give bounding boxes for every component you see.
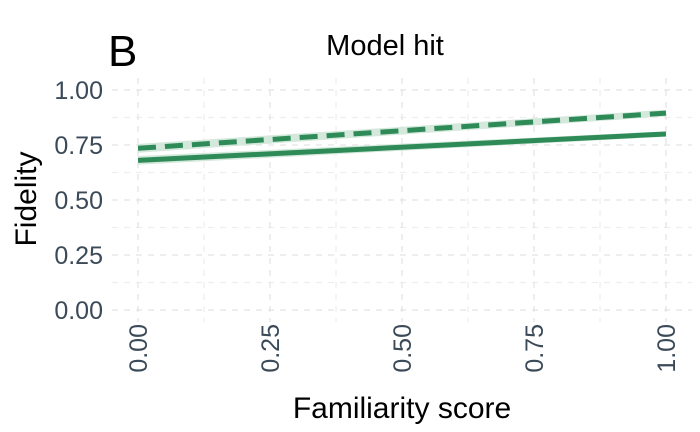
y-tick-label: 0.25: [54, 242, 103, 270]
y-axis-title: Fidelity: [10, 151, 43, 246]
y-tick-label: 0.75: [54, 132, 103, 160]
chart-title: Model hit: [326, 30, 444, 62]
x-tick-label: 0.25: [257, 324, 285, 373]
x-tick-labels: 0.00 0.25 0.50 0.75 1.00: [125, 324, 681, 373]
series-line-solid: [137, 131, 667, 163]
confidence-band-dashed: [138, 109, 666, 153]
y-tick-label: 1.00: [54, 77, 103, 105]
series-lines: [137, 110, 667, 163]
x-tick-label: 0.00: [125, 324, 153, 373]
x-tick-label: 1.00: [653, 324, 681, 373]
y-tick-labels: 0.00 0.25 0.50 0.75 1.00: [54, 77, 103, 325]
x-tick-label: 0.75: [521, 324, 549, 373]
panel-letter: B: [108, 27, 137, 76]
x-tick-label: 0.50: [389, 324, 417, 373]
y-tick-label: 0.50: [54, 187, 103, 215]
y-tick-label: 0.00: [54, 297, 103, 325]
x-axis-title: Familiarity score: [293, 392, 511, 425]
series-line-dashed: [137, 110, 667, 151]
